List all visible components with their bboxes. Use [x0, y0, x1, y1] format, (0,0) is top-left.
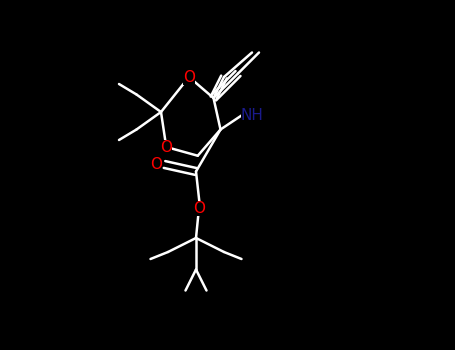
- Text: O: O: [160, 140, 172, 154]
- Text: O: O: [193, 201, 206, 216]
- Text: NH: NH: [241, 108, 263, 123]
- Text: O: O: [183, 70, 195, 84]
- Text: O: O: [150, 157, 162, 172]
